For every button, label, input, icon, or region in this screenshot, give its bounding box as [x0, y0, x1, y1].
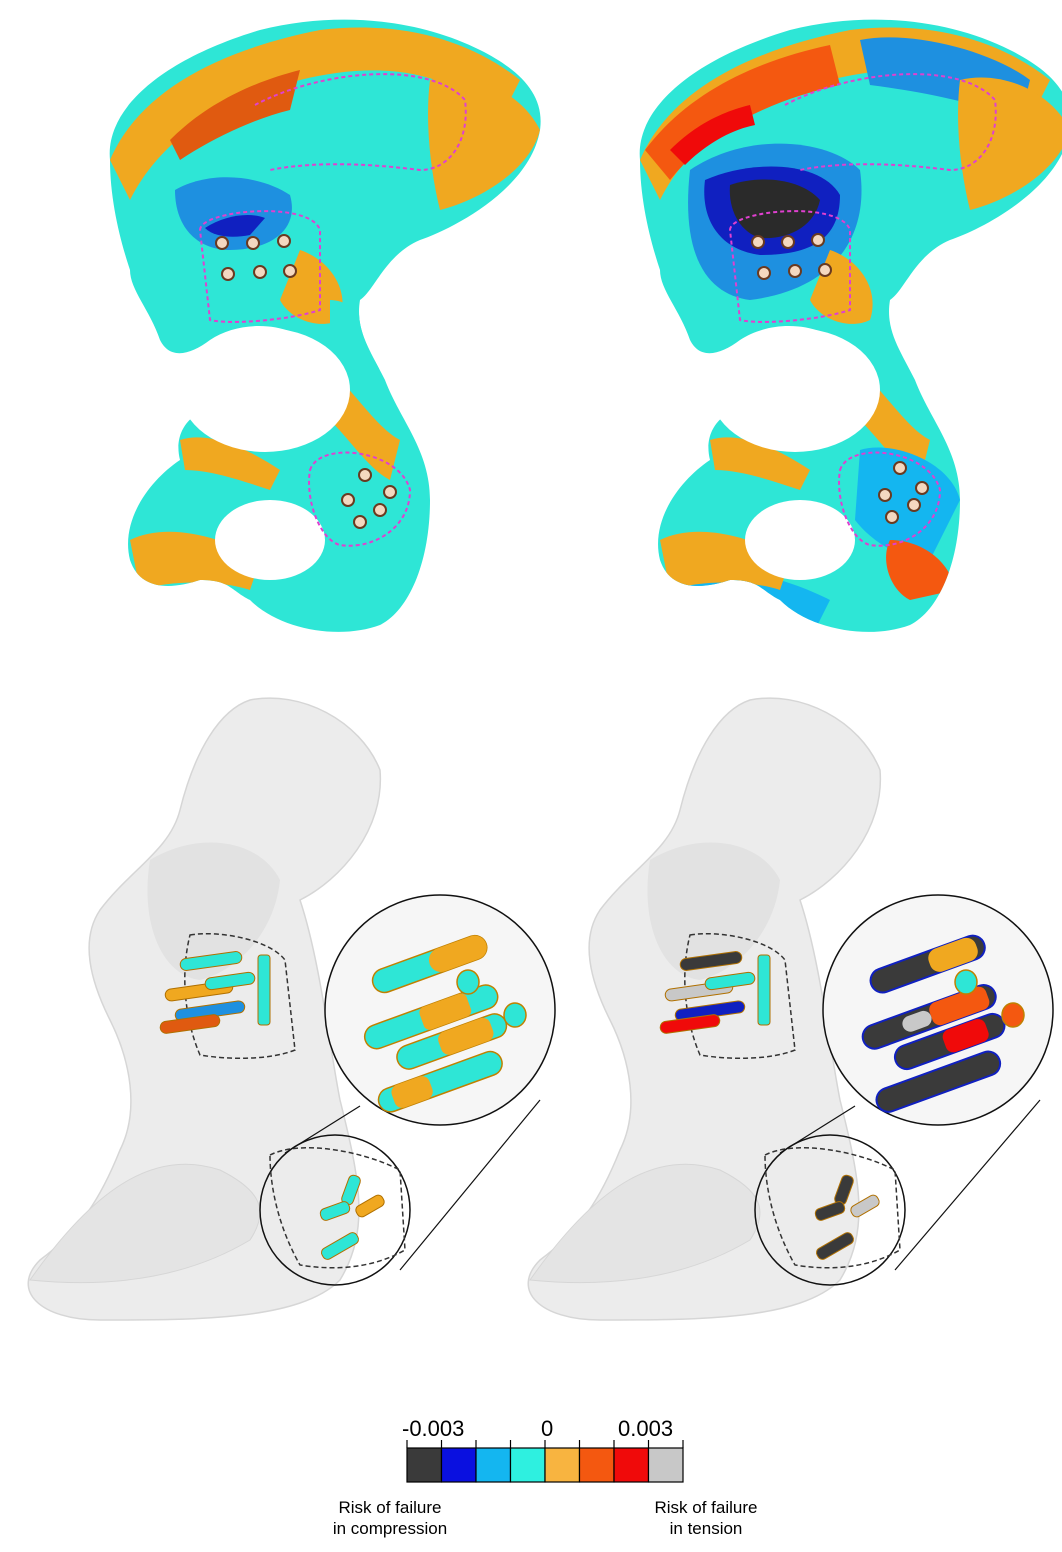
ghost-bone-shade — [147, 842, 280, 980]
strain-region-orange — [958, 77, 1062, 210]
implant-outline — [198, 210, 321, 323]
implant-outline — [308, 451, 412, 547]
pelvis-strain-map-right — [639, 19, 1062, 632]
tension-caption-line1: Risk of failure — [654, 1498, 758, 1517]
strain-region-orange — [180, 437, 280, 490]
strain-region-brightred — [670, 105, 755, 165]
ghost-bone-shade — [647, 842, 780, 980]
zoomed-screws — [861, 934, 1025, 1113]
implant-outline — [728, 210, 851, 323]
compression-caption-line2: in compression — [332, 1519, 448, 1538]
zoom-source-circle — [259, 1134, 411, 1286]
acetabulum-opening — [180, 328, 350, 452]
screw-holes-upper — [215, 234, 297, 281]
bone-region-cyan — [330, 300, 380, 380]
screw-holes-lower — [341, 468, 397, 529]
tick-label-max: 0.003 — [618, 1416, 674, 1441]
obturator-foramen — [215, 500, 325, 580]
tension-caption: Risk of failure in tension — [626, 1497, 786, 1539]
screw-group-upper — [159, 951, 271, 1034]
pelvis-strain-map-left — [109, 19, 541, 632]
colorbar-cell — [544, 1447, 581, 1483]
strain-region-red — [886, 540, 955, 600]
strain-region-red — [170, 70, 300, 160]
strain-region-orange — [330, 380, 400, 480]
screw-group-upper — [659, 951, 771, 1034]
zoom-connector — [284, 1105, 361, 1154]
screw-strain-map-left — [27, 697, 556, 1321]
colorbar-cell — [578, 1447, 615, 1483]
zoom-connector — [779, 1105, 856, 1154]
zoom-connector — [399, 1099, 541, 1271]
colorbar-cell — [475, 1447, 512, 1483]
colorbar-cell — [406, 1447, 443, 1483]
strain-region-blue — [175, 177, 292, 250]
tension-caption-line2: in tension — [669, 1519, 743, 1538]
colorbar-cell — [509, 1447, 546, 1483]
strain-region-dark — [729, 179, 820, 239]
strain-region-orange — [710, 437, 810, 490]
implant-outline — [784, 73, 997, 172]
screw-group-lower — [814, 1174, 880, 1260]
obturator-foramen — [745, 500, 855, 580]
implant-outline — [269, 1147, 406, 1269]
colorbar-cell — [440, 1447, 477, 1483]
acetabulum-opening — [710, 328, 880, 452]
colorbar-cell — [647, 1447, 684, 1483]
tick-label-mid: 0 — [541, 1416, 554, 1441]
ghost-bone-shade — [529, 1163, 761, 1284]
colorbar-cell — [613, 1447, 650, 1483]
implant-outline — [764, 1147, 901, 1269]
zoom-connector — [894, 1099, 1041, 1271]
compression-caption: Risk of failure in compression — [310, 1497, 470, 1539]
screw-holes-upper — [751, 233, 832, 280]
implant-outline — [254, 73, 467, 172]
colorbar — [406, 1440, 684, 1483]
screw-group-lower — [319, 1174, 385, 1260]
zoomed-screws — [363, 934, 527, 1113]
screw-holes-lower — [878, 461, 929, 524]
ghost-bone-shade — [29, 1163, 261, 1284]
screw-strain-map-right — [527, 697, 1054, 1321]
tick-label-min: -0.003 — [402, 1416, 465, 1441]
strain-region-darkblue — [205, 215, 265, 237]
strain-region-orange — [428, 77, 540, 210]
implant-outline — [838, 451, 942, 547]
compression-caption-line1: Risk of failure — [338, 1498, 442, 1517]
zoom-source-circle — [754, 1134, 906, 1286]
strain-region-orange — [110, 27, 520, 200]
